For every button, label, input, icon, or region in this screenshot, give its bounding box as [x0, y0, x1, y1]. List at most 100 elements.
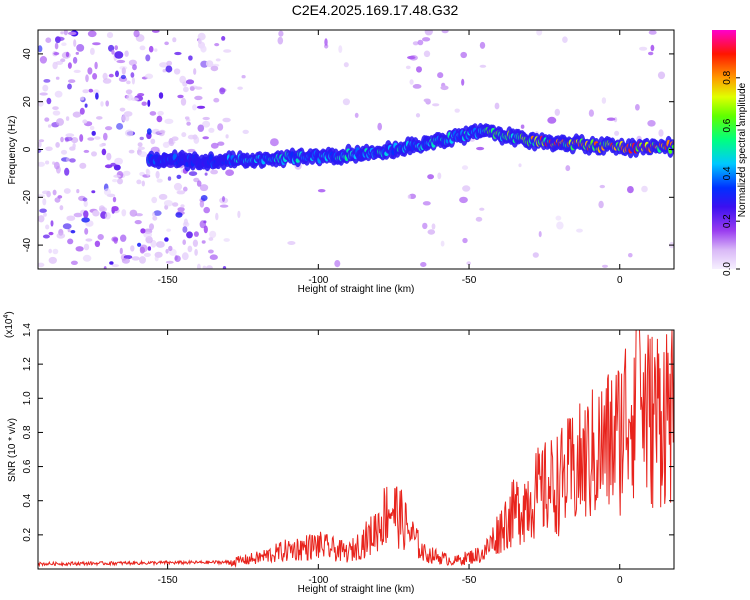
- spectrogram-noise-cell: [116, 123, 124, 130]
- spectrogram-noise-cell: [189, 86, 195, 91]
- spectrogram-noise-cell: [83, 149, 90, 153]
- spectrogram-noise-cell: [46, 97, 52, 105]
- spectrogram-noise-cell: [210, 65, 219, 72]
- spectrogram-noise-cell: [180, 204, 185, 208]
- spectrogram-noise-cell: [154, 48, 158, 52]
- spectrogram-noise-cell: [479, 64, 487, 68]
- spectrogram-noise-cell: [67, 31, 77, 36]
- spectrogram-noise-cell: [324, 38, 328, 46]
- spectrogram-noise-cell: [183, 186, 188, 192]
- spectrogram-noise-cell: [277, 36, 284, 45]
- spectrogram-noise-cell: [39, 208, 47, 213]
- spectrogram-noise-cell: [152, 212, 155, 217]
- spectrogram-noise-cell: [172, 202, 179, 207]
- spectrogram-noise-cell: [119, 247, 123, 255]
- spectrogram-noise-cell: [120, 74, 126, 80]
- spectrogram-noise-cell: [628, 253, 633, 258]
- spectrogram-noise-cell: [146, 128, 152, 135]
- spectrogram-noise-cell: [208, 237, 214, 241]
- spectrogram-noise-cell: [462, 185, 471, 192]
- spectrogram-noise-cell: [200, 45, 207, 53]
- spectrogram-noise-cell: [479, 41, 486, 49]
- spectrogram-noise-cell: [91, 130, 96, 136]
- spectrogram-noise-cell: [121, 114, 126, 122]
- spectrogram-noise-cell: [94, 61, 98, 70]
- spectrogram-x-tick-label: -100: [308, 275, 328, 286]
- spectrogram-noise-cell: [153, 210, 162, 216]
- spectrogram-noise-cell: [647, 120, 656, 127]
- spectrogram-noise-cell: [122, 170, 131, 176]
- spectrogram-noise-cell: [99, 143, 104, 147]
- spectrogram-noise-cell: [202, 116, 210, 121]
- spectrogram-noise-cell: [196, 105, 206, 109]
- snr-x-tick-label: -100: [308, 575, 328, 586]
- spectrogram-noise-cell: [68, 79, 76, 83]
- spectrogram-noise-cell: [90, 47, 95, 56]
- spectrogram-noise-cell: [208, 249, 214, 254]
- spectrogram-noise-cell: [42, 84, 49, 92]
- spectrogram-noise-cell: [110, 162, 117, 167]
- spectrogram-noise-cell: [96, 116, 103, 120]
- spectrogram-noise-cell: [576, 228, 583, 233]
- spectrogram-noise-cell: [648, 51, 654, 56]
- spectrogram-noise-cell: [210, 169, 219, 175]
- spectrogram-noise-cell: [150, 138, 156, 145]
- spectrogram-noise-cell: [174, 255, 181, 262]
- spectrogram-noise-cell: [141, 180, 145, 187]
- spectrogram-noise-cell: [202, 120, 211, 128]
- spectrogram-noise-cell: [182, 226, 188, 233]
- spectrogram-noise-cell: [422, 222, 428, 230]
- spectrogram-noise-cell: [60, 31, 64, 35]
- spectrogram-noise-cell: [210, 142, 219, 149]
- spectrogram-noise-cell: [45, 160, 50, 165]
- spectrogram-noise-cell: [657, 71, 666, 80]
- colorbar-tick-label: 0.4: [722, 166, 733, 180]
- spectrogram-noise-cell: [221, 36, 226, 41]
- spectrogram-noise-cell: [150, 146, 160, 153]
- spectrogram-noise-cell: [89, 125, 95, 131]
- spectrogram-y-tick-label: 0: [22, 146, 33, 152]
- spectrogram-noise-cell: [60, 149, 68, 155]
- spectrogram-noise-cell: [225, 134, 229, 139]
- spectrogram-noise-cell: [145, 54, 151, 62]
- spectrogram-noise-cell: [151, 196, 158, 204]
- spectrogram-noise-cell: [130, 245, 135, 252]
- spectrogram-noise-cell: [88, 88, 94, 93]
- spectrogram-noise-cell: [117, 178, 123, 185]
- spectrogram-noise-cell: [196, 180, 202, 187]
- spectrogram-noise-cell: [342, 98, 350, 106]
- spectrogram-noise-cell: [57, 195, 63, 199]
- spectrogram-noise-cell: [75, 51, 80, 55]
- spectrogram-noise-cell: [162, 69, 167, 73]
- spectrogram-noise-cell: [100, 101, 104, 107]
- spectrogram-noise-cell: [79, 107, 85, 115]
- spectrogram-noise-cell: [475, 216, 483, 222]
- snr-y-tick-label: 1.2: [22, 357, 33, 371]
- spectrogram-noise-cell: [63, 30, 68, 36]
- spectrogram-noise-cell: [466, 261, 472, 266]
- spectrogram-noise-cell: [55, 142, 60, 148]
- spectrogram-noise-cell: [648, 30, 657, 35]
- spectrogram-noise-cell: [64, 167, 70, 176]
- snr-x-axis-label: Height of straight line (km): [298, 584, 415, 595]
- spectrogram-noise-cell: [45, 146, 53, 152]
- spectrogram-noise-cell: [409, 79, 414, 85]
- spectrogram-noise-cell: [219, 204, 229, 208]
- spectrogram-noise-cell: [606, 117, 616, 121]
- spectrogram-noise-cell: [103, 132, 108, 141]
- spectrogram-noise-cell: [111, 206, 119, 212]
- spectrogram-noise-cell: [113, 174, 121, 178]
- spectrogram-noise-cell: [208, 127, 215, 133]
- spectrogram-noise-cell: [70, 260, 78, 265]
- spectrogram-noise-cell: [156, 115, 163, 123]
- spectrogram-noise-cell: [215, 212, 219, 221]
- spectrogram-noise-cell: [39, 92, 48, 96]
- spectrogram-noise-cell: [73, 212, 83, 218]
- spectrogram-noise-cell: [44, 117, 50, 122]
- spectrogram-noise-cell: [422, 37, 431, 42]
- spectrogram-noise-cell: [412, 41, 419, 46]
- spectrogram-noise-cell: [87, 137, 95, 141]
- chart-title: C2E4.2025.169.17.48.G32: [291, 2, 459, 18]
- spectrogram-noise-cell: [92, 42, 101, 46]
